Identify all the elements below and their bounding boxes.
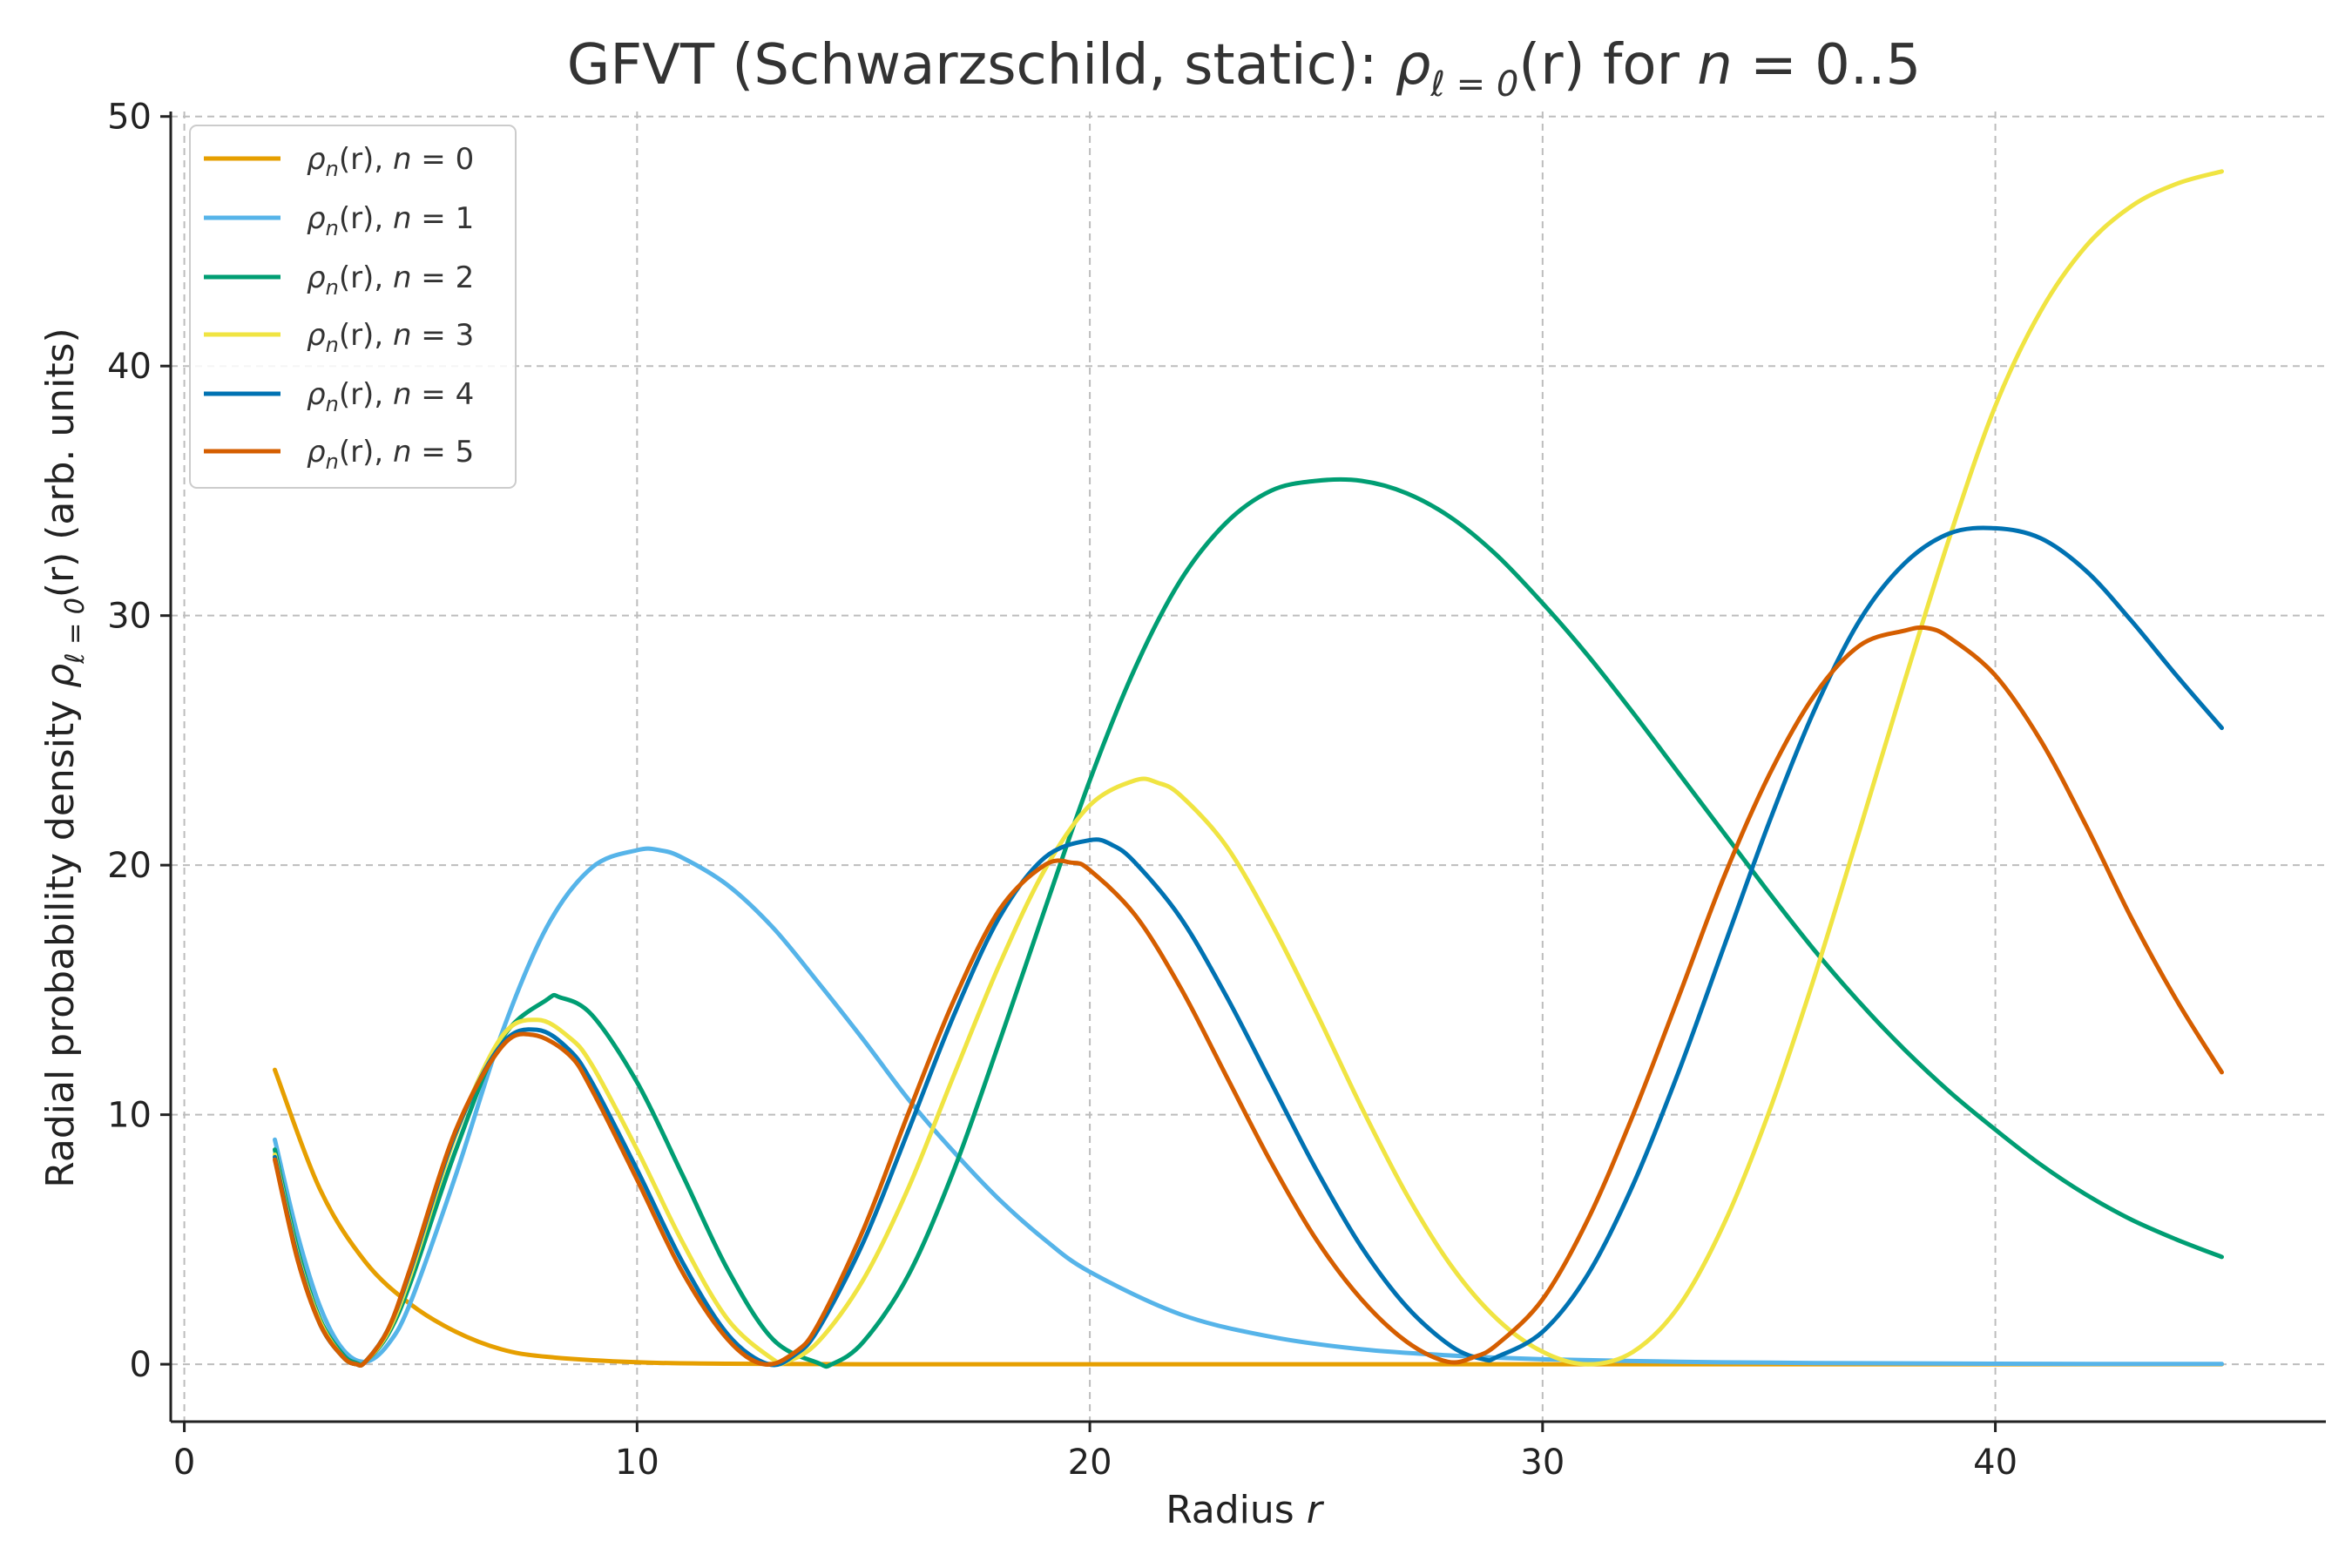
- series-line-n5: [273, 625, 2224, 1369]
- chart-title-arg: (r): [1518, 33, 1585, 98]
- legend: ρn(r), n = 0 ρn(r), n = 1 ρn(r), n = 2 ρ…: [189, 125, 517, 489]
- series-line-n3: [273, 169, 2224, 1368]
- legend-label: ρn(r), n = 1: [307, 201, 474, 240]
- y-tick-label: 30: [107, 597, 152, 637]
- axes: [160, 112, 2326, 1432]
- y-tick-label: 50: [107, 98, 152, 138]
- series-line-n4: [273, 525, 2224, 1369]
- y-axis-label-text: Radial probability density: [38, 688, 83, 1188]
- legend-label: ρn(r), n = 2: [307, 260, 474, 300]
- tick-labels: 0 10 20 30 40 0 10 20 30 40 50: [107, 98, 2017, 1483]
- legend-entry: ρn(r), n = 5: [204, 435, 474, 474]
- series-line-n2: [273, 476, 2224, 1369]
- chart-title-n: n: [1697, 33, 1733, 98]
- x-axis-label-var: r: [1307, 1488, 1325, 1532]
- y-axis-label-arg: (r): [38, 552, 83, 598]
- chart-title-tail: = 0..5: [1733, 33, 1921, 98]
- series-lines: [273, 169, 2224, 1369]
- y-axis-label-tail: (arb. units): [38, 328, 83, 551]
- chart-title-mid: for: [1585, 33, 1698, 98]
- chart-title: GFVT (Schwarzschild, static): ρℓ = 0(r) …: [567, 33, 1921, 105]
- legend-label: ρn(r), n = 5: [307, 435, 474, 474]
- x-tick-label: 40: [1973, 1443, 2017, 1483]
- y-axis-label: Radial probability density ρℓ = 0(r) (ar…: [38, 328, 91, 1187]
- legend-entry: ρn(r), n = 4: [204, 377, 474, 416]
- legend-label: ρn(r), n = 4: [307, 377, 474, 416]
- legend-entry: ρn(r), n = 0: [204, 142, 474, 181]
- chart-title-rho: ρ: [1396, 33, 1431, 98]
- x-tick-label: 0: [173, 1443, 195, 1483]
- x-axis-label: Radius r: [1166, 1488, 1325, 1532]
- y-tick-label: 20: [107, 846, 152, 886]
- legend-entry: ρn(r), n = 2: [204, 260, 474, 300]
- x-tick-label: 10: [615, 1443, 659, 1483]
- x-tick-label: 30: [1520, 1443, 1565, 1483]
- x-tick-label: 20: [1068, 1443, 1112, 1483]
- chart-title-prefix: GFVT (Schwarzschild, static):: [567, 33, 1396, 98]
- x-axis-label-text: Radius: [1166, 1488, 1307, 1532]
- y-axis-label-subscript: ℓ = 0: [60, 598, 91, 665]
- y-tick-label: 10: [107, 1096, 152, 1136]
- legend-entry: ρn(r), n = 3: [204, 318, 474, 357]
- y-tick-label: 40: [107, 347, 152, 387]
- series-line-n1: [273, 846, 2224, 1367]
- legend-box: [189, 125, 517, 489]
- legend-entry: ρn(r), n = 1: [204, 201, 474, 240]
- legend-label: ρn(r), n = 3: [307, 318, 474, 357]
- y-tick-label: 0: [130, 1345, 152, 1385]
- y-axis-label-rho: ρ: [38, 664, 83, 688]
- chart-title-subscript: ℓ = 0: [1429, 64, 1518, 105]
- legend-label: ρn(r), n = 0: [307, 142, 474, 181]
